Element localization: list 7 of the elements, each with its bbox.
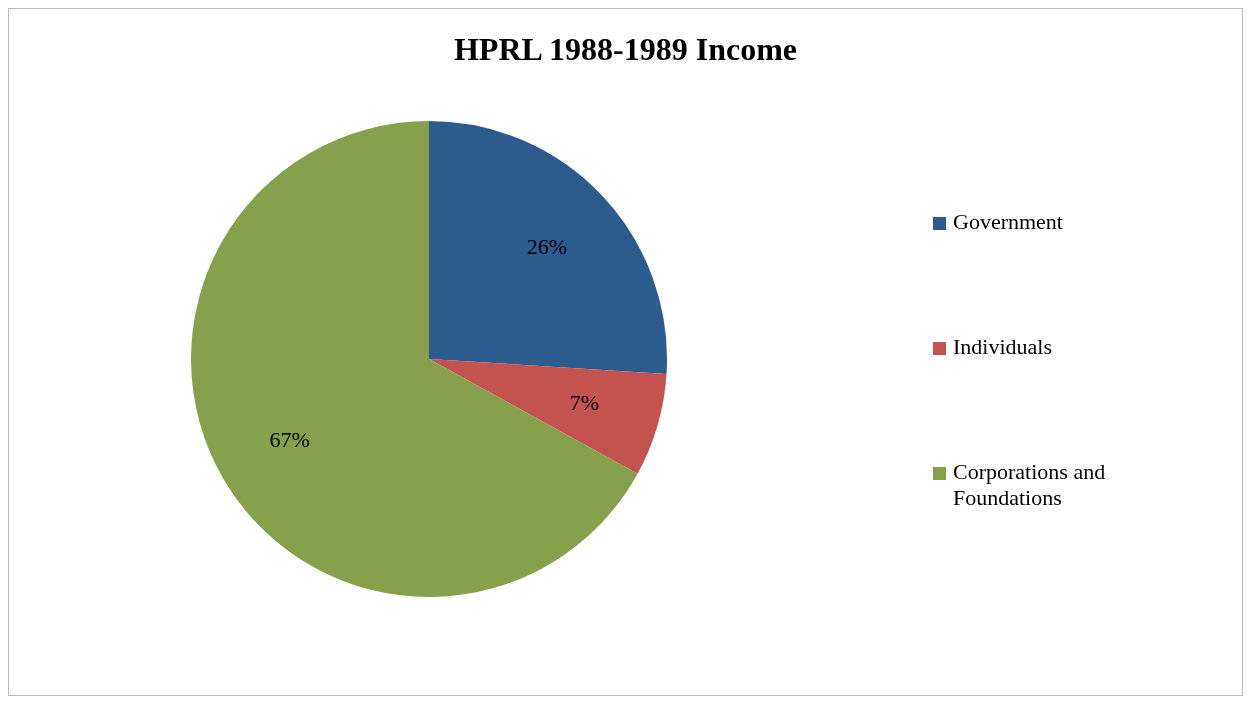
data-label: 7% — [569, 389, 600, 415]
chart-title: HPRL 1988-1989 Income — [452, 31, 799, 68]
legend-label: Government — [953, 209, 1063, 235]
data-label: 26% — [526, 233, 568, 259]
data-label: 67% — [269, 427, 310, 453]
legend-label: Individuals — [953, 334, 1052, 360]
legend-label: Corporations and Foundations — [953, 459, 1107, 511]
